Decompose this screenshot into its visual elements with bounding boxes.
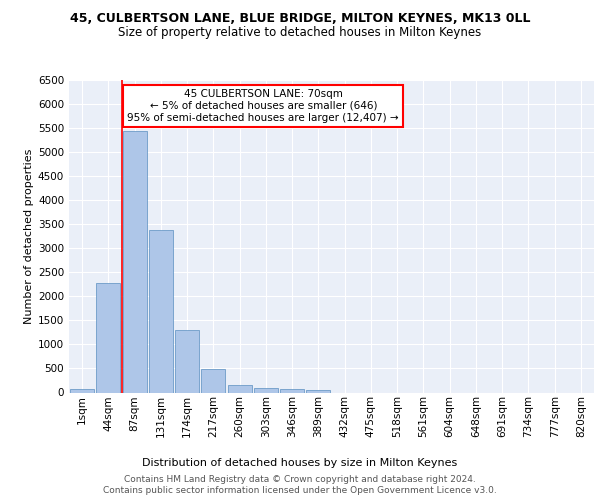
Text: 45, CULBERTSON LANE, BLUE BRIDGE, MILTON KEYNES, MK13 0LL: 45, CULBERTSON LANE, BLUE BRIDGE, MILTON…	[70, 12, 530, 26]
Bar	[202, 370, 226, 392]
Text: Distribution of detached houses by size in Milton Keynes: Distribution of detached houses by size …	[142, 458, 458, 468]
Text: Contains HM Land Registry data © Crown copyright and database right 2024.: Contains HM Land Registry data © Crown c…	[124, 475, 476, 484]
Text: Contains public sector information licensed under the Open Government Licence v3: Contains public sector information licen…	[103, 486, 497, 495]
Bar	[306, 390, 331, 392]
Bar	[227, 385, 252, 392]
Bar	[149, 230, 173, 392]
Bar	[122, 132, 147, 392]
Bar	[280, 389, 304, 392]
Bar	[254, 388, 278, 392]
Y-axis label: Number of detached properties: Number of detached properties	[24, 148, 34, 324]
Bar	[175, 330, 199, 392]
Text: 45 CULBERTSON LANE: 70sqm
← 5% of detached houses are smaller (646)
95% of semi-: 45 CULBERTSON LANE: 70sqm ← 5% of detach…	[127, 90, 399, 122]
Bar	[96, 283, 121, 393]
Bar	[70, 389, 94, 392]
Text: Size of property relative to detached houses in Milton Keynes: Size of property relative to detached ho…	[118, 26, 482, 39]
